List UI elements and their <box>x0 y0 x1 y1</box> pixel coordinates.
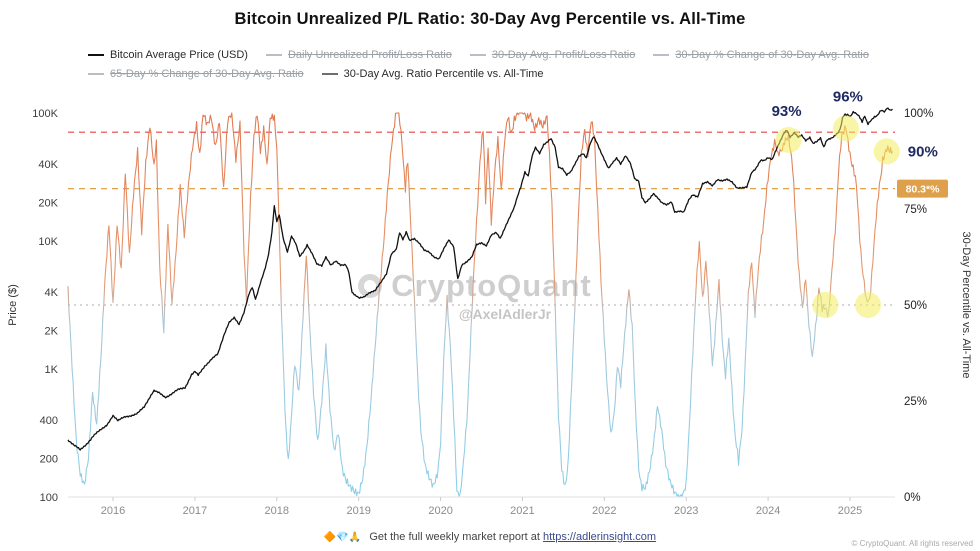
left-axis-tick-label: 400 <box>40 415 58 427</box>
left-axis-tick-label: 100 <box>40 492 58 504</box>
copyright-notice: © CryptoQuant. All rights reserved <box>851 539 974 548</box>
right-axis-title: 30-Day Percentile vs. All-Time <box>960 232 972 379</box>
legend-line-marker-icon <box>469 53 486 56</box>
left-axis-tick-label: 1K <box>45 364 59 376</box>
legend-label: Daily Unrealized Profit/Loss Ratio <box>287 48 452 61</box>
legend-item[interactable]: 30-Day Avg. Ratio Percentile vs. All-Tim… <box>321 67 544 80</box>
legend-row-2: 65-Day % Change of 30-Day Avg. Ratio 30-D… <box>88 64 887 83</box>
legend-item[interactable]: 65-Day % Change of 30-Day Avg. Ratio <box>88 68 304 80</box>
report-link[interactable]: https://adlerinsight.com <box>542 531 657 543</box>
percentile-annotation: 96% <box>833 88 863 105</box>
footer-emoji-icons: 🔶💎🙏 <box>323 532 362 543</box>
legend-label: Bitcoin Average Price (USD) <box>110 48 248 61</box>
percentile-annotation: 90% <box>908 143 938 160</box>
chart-title: Bitcoin Unrealized P/L Ratio: 30-Day Avg… <box>234 10 746 28</box>
right-axis-tick-label: 25% <box>904 396 927 408</box>
legend-label: 30-Day Avg. Ratio Percentile vs. All-Tim… <box>343 67 544 80</box>
right-axis-tick-label: 100% <box>904 108 933 120</box>
right-axis-tick-label: 50% <box>904 300 927 312</box>
legend-item[interactable]: Bitcoin Average Price (USD) <box>88 49 248 61</box>
highlight-circle <box>775 126 802 153</box>
left-axis-tick-label: 20K <box>38 197 58 209</box>
left-axis-tick-label: 4K <box>45 287 59 299</box>
percentile-annotation: 93% <box>772 103 802 120</box>
highlight-circle <box>855 292 881 318</box>
left-axis-tick-label: 100K <box>32 108 58 120</box>
highlight-circle <box>832 115 859 142</box>
percentile-level-badge-label: 80.3*% <box>906 184 941 196</box>
legend-item[interactable]: 30-Day Avg. Profit/Loss Ratio <box>469 48 636 61</box>
legend-line-marker-icon <box>88 72 104 75</box>
legend-label: 30-Day Avg. Profit/Loss Ratio <box>491 48 636 61</box>
left-axis-title: Price ($) <box>7 284 19 326</box>
footer-text: Get the full weekly market report at <box>369 531 540 543</box>
left-axis-tick-label: 2K <box>45 325 59 337</box>
right-axis-tick-label: 0% <box>904 492 921 504</box>
legend-label: 65-Day % Change of 30-Day Avg. Ratio <box>110 67 304 80</box>
btc-price-line <box>67 107 893 451</box>
highlight-circle <box>812 292 839 318</box>
x-axis-tick-label: 2024 <box>756 505 780 517</box>
legend-row-1: Bitcoin Average Price (USD) Daily Unreali… <box>88 45 887 64</box>
footer: 🔶💎🙏 Get the full weekly market report at… <box>0 531 980 543</box>
percentile-level-badge <box>897 179 948 198</box>
x-axis-tick-label: 2020 <box>428 505 452 517</box>
legend: Bitcoin Average Price (USD) Daily Unreali… <box>88 45 887 83</box>
x-axis-tick-label: 2016 <box>101 505 125 517</box>
legend-label: 30-Day % Change of 30-Day Avg. Ratio <box>675 48 869 61</box>
legend-item[interactable]: Daily Unrealized Profit/Loss Ratio <box>265 48 452 61</box>
left-axis-tick-label: 10K <box>38 236 58 248</box>
x-axis-tick-label: 2025 <box>838 505 862 517</box>
x-axis-tick-label: 2023 <box>674 505 698 517</box>
percentile-line <box>67 112 894 497</box>
highlight-circle <box>873 138 900 165</box>
x-axis-tick-label: 2022 <box>592 505 616 517</box>
legend-item[interactable]: 30-Day % Change of 30-Day Avg. Ratio <box>653 49 869 61</box>
legend-line-marker-icon <box>88 53 104 56</box>
x-axis-tick-label: 2021 <box>510 505 534 517</box>
x-axis-tick-label: 2017 <box>183 505 207 517</box>
left-axis-tick-label: 40K <box>38 159 58 171</box>
legend-line-marker-icon <box>653 53 670 56</box>
legend-line-marker-icon <box>265 53 282 56</box>
x-axis-tick-label: 2018 <box>265 505 289 517</box>
right-axis-tick-label: 75% <box>904 204 927 216</box>
legend-line-marker-icon <box>321 72 338 75</box>
left-axis-tick-label: 200 <box>40 453 58 465</box>
x-axis-tick-label: 2019 <box>346 505 370 517</box>
